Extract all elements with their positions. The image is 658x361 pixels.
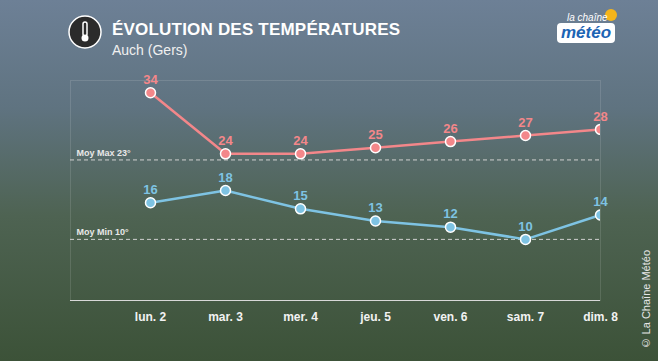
svg-text:27: 27: [518, 115, 532, 130]
svg-text:mer. 4: mer. 4: [283, 310, 318, 324]
svg-text:28: 28: [593, 109, 607, 124]
svg-text:lun. 2: lun. 2: [135, 310, 167, 324]
svg-text:10: 10: [518, 219, 532, 234]
svg-text:14: 14: [593, 194, 608, 209]
svg-text:18: 18: [218, 170, 232, 185]
svg-text:24: 24: [293, 133, 308, 148]
svg-text:24: 24: [218, 133, 233, 148]
svg-text:ven. 6: ven. 6: [433, 310, 467, 324]
svg-text:25: 25: [368, 127, 382, 142]
html-text:Auch (Gers): Auch (Gers): [112, 42, 188, 58]
svg-text:15: 15: [293, 188, 307, 203]
html-text:météo: météo: [561, 23, 612, 42]
svg-text:dim. 8: dim. 8: [583, 310, 618, 324]
svg-text:Moy Min 10°: Moy Min 10°: [77, 227, 130, 237]
html-text:la chaîne: la chaîne: [567, 12, 608, 23]
svg-text:13: 13: [368, 200, 382, 215]
html-text:© La Chaîne Météo: © La Chaîne Météo: [640, 249, 652, 349]
svg-text:sam. 7: sam. 7: [507, 310, 545, 324]
svg-text:jeu. 5: jeu. 5: [359, 310, 391, 324]
svg-text:mar. 3: mar. 3: [208, 310, 243, 324]
svg-text:16: 16: [143, 182, 157, 197]
svg-text:12: 12: [443, 206, 457, 221]
html-text:ÉVOLUTION DES TEMPÉRATURES: ÉVOLUTION DES TEMPÉRATURES: [112, 20, 401, 39]
svg-text:26: 26: [443, 121, 457, 136]
svg-text:34: 34: [143, 72, 158, 87]
svg-text:Moy Max 23°: Moy Max 23°: [77, 148, 132, 158]
